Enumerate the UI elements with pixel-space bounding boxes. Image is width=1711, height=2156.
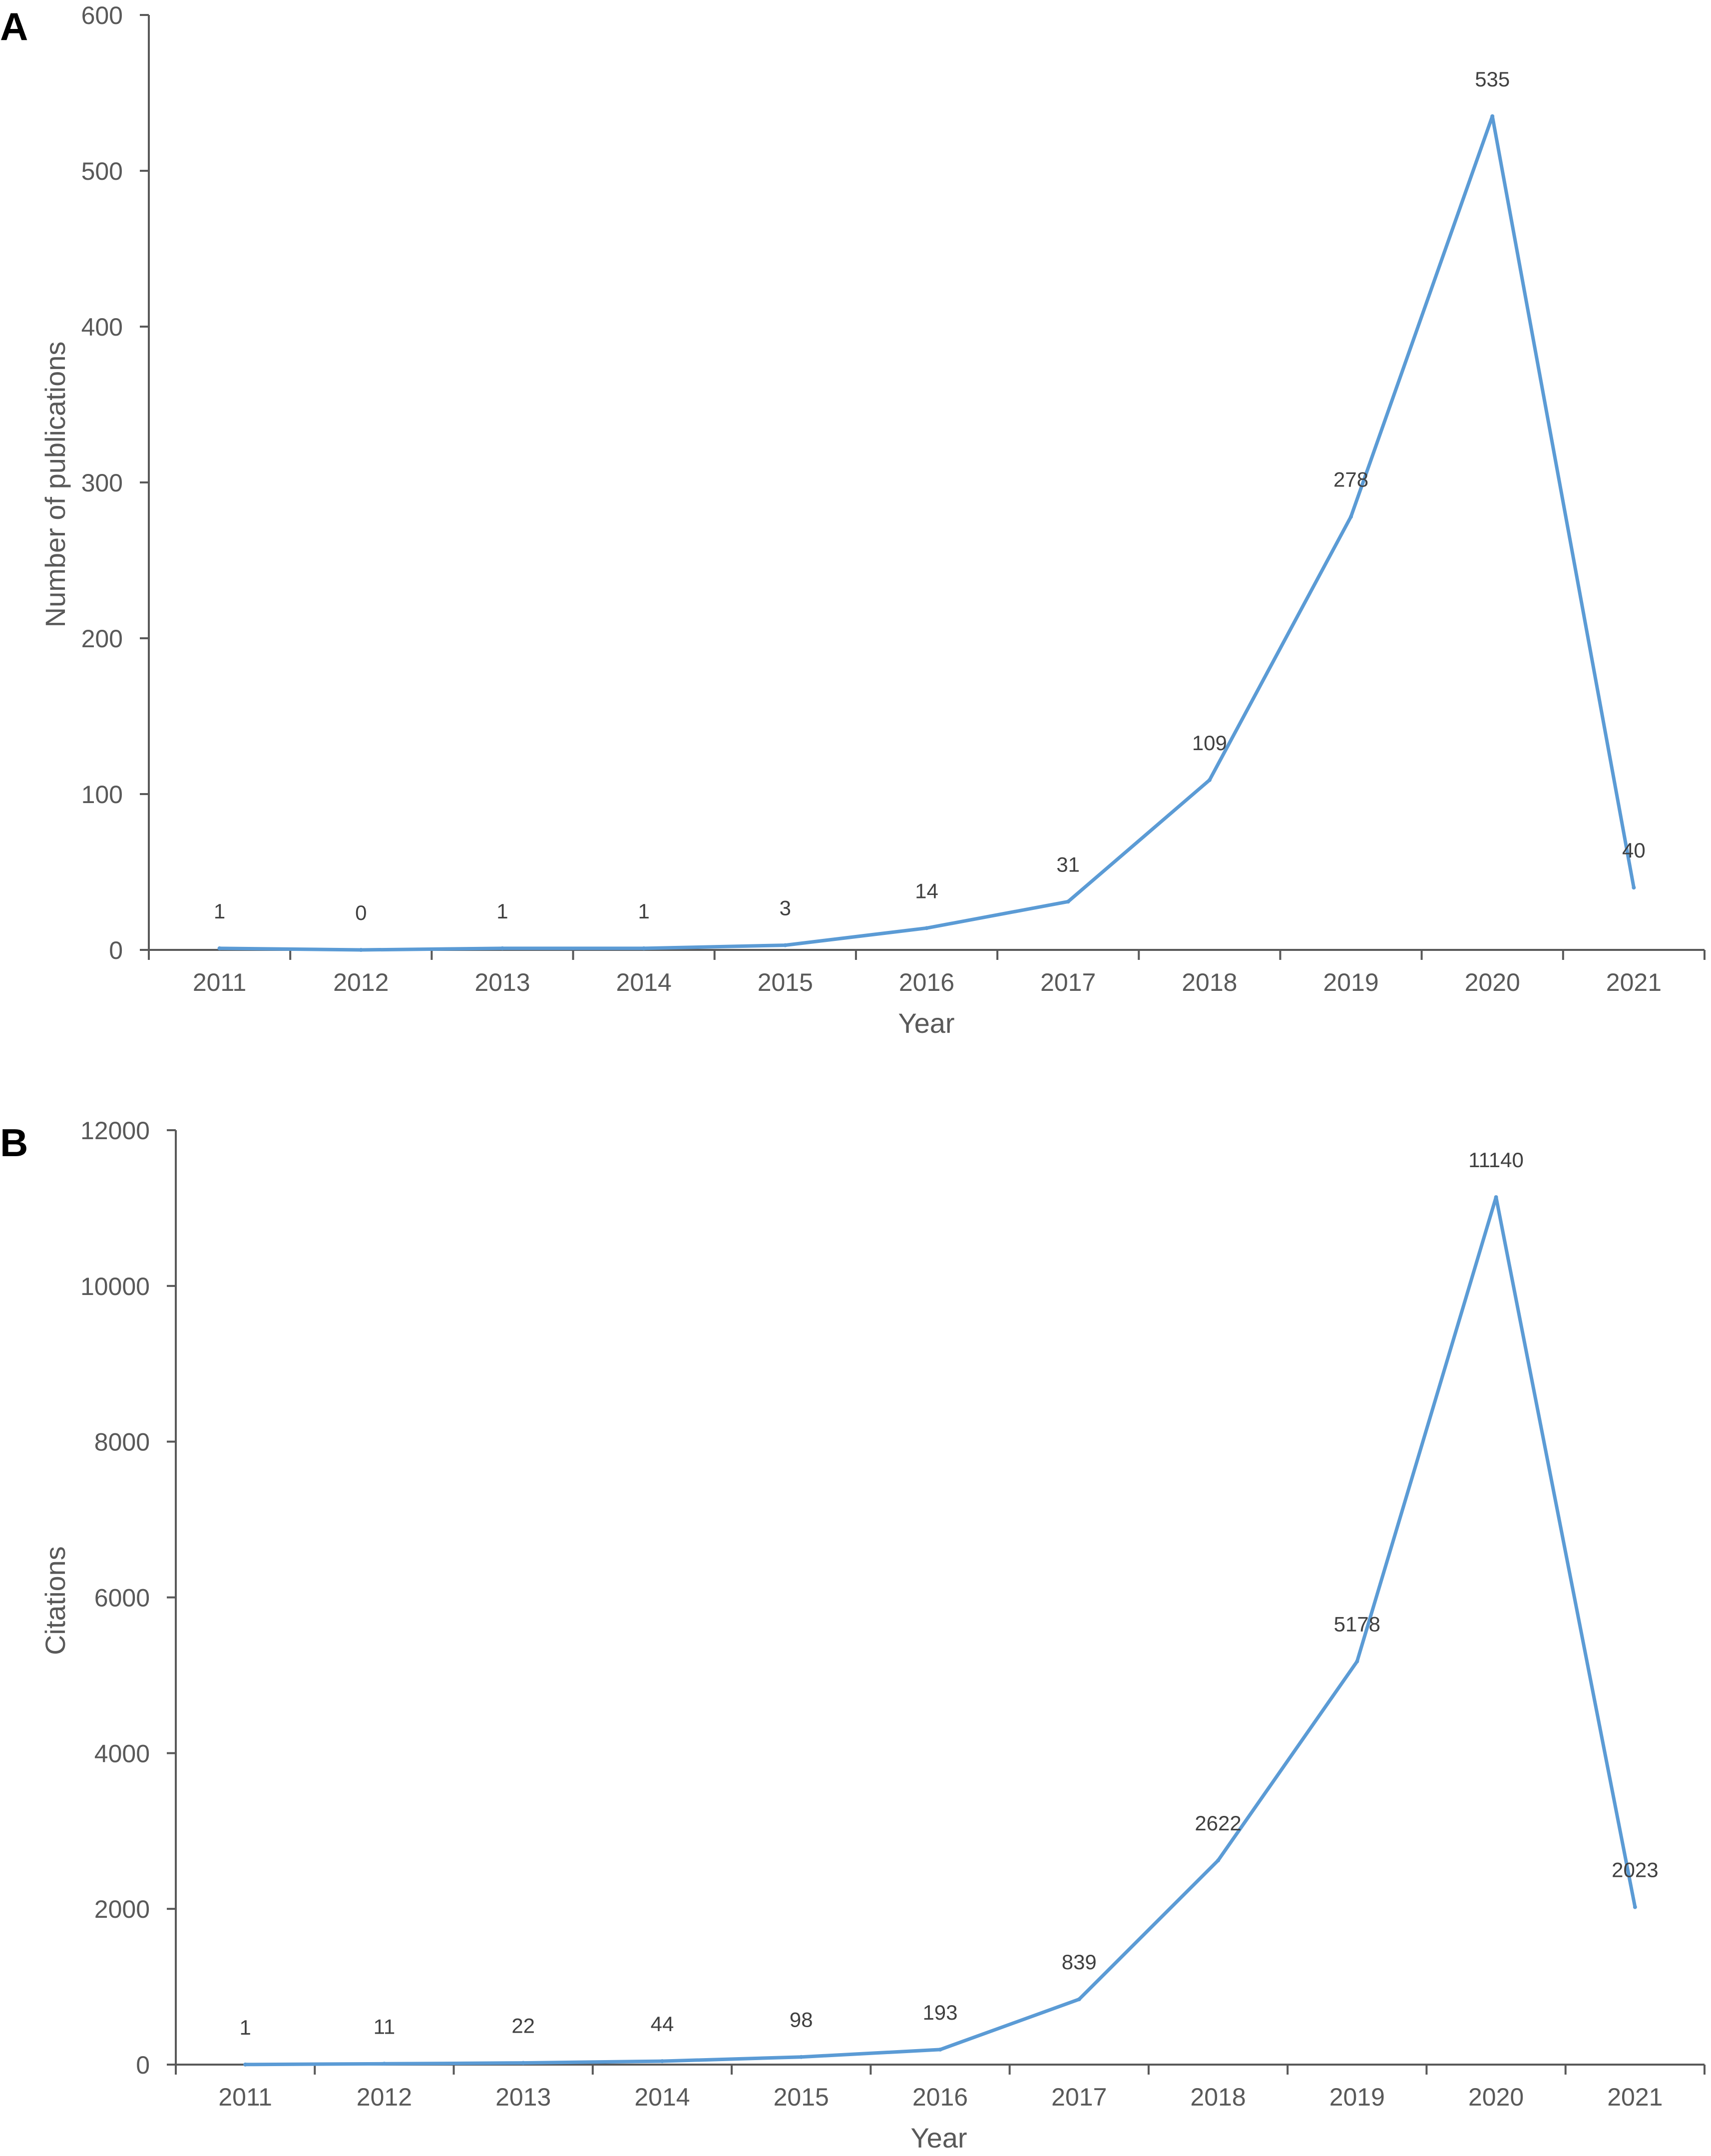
panel-a-data-point [359,948,363,952]
panel-a-x-tick-label: 2021 [1606,968,1662,996]
panel-b-x-tick-label: 2016 [912,2083,968,2111]
panel-b-data-label: 11140 [1468,1148,1524,1172]
panel-a-x-axis-title: Year [898,1007,954,1039]
panel-a-data-point [500,946,504,950]
panel-a-data-point [1632,885,1636,890]
panel-b-data-point [1494,1195,1498,1200]
panel-b-y-axis-title: Citations [39,1546,71,1655]
panel-a-x-tick-label: 2011 [193,968,247,996]
panel-a-x-tick-label: 2020 [1465,968,1520,996]
panel-b-x-tick-label: 2020 [1468,2083,1524,2111]
panel-b-data-point [1077,1997,1081,2002]
panel-b-data-point [521,2061,525,2065]
panel-b-data-label: 193 [922,2001,957,2024]
panel-a-data-point [217,946,222,950]
panel-a-data-label: 278 [1333,468,1368,491]
panel-b-data-label: 2622 [1195,1811,1241,1835]
panel-b-data-point [1633,1905,1637,1909]
panel-b-x-tick-label: 2018 [1190,2083,1246,2111]
panel-a-data-label: 1 [214,899,225,923]
panel-b-data-point [1355,1659,1359,1664]
panel-a-y-tick-label: 0 [109,936,123,964]
panel-b-x-axis-title: Year [910,2122,967,2154]
panel-a-data-label: 1 [496,899,508,923]
panel-a-data-label: 535 [1475,67,1510,91]
panel-a-y-tick-label: 400 [81,313,123,341]
panel-a-x-tick-label: 2017 [1040,968,1096,996]
panel-a-x-tick-label: 2014 [616,968,672,996]
panel-b-x-tick-label: 2019 [1329,2083,1385,2111]
panel-b-chart: B Year Citations 0 2000 4000 6000 8000 10000 1… [0,1117,1706,2154]
panel-a-x-tick-label: 2013 [474,968,530,996]
panel-a-letter: A [0,4,28,48]
panel-a-chart: A Year Number of publications 0 100 200 300… [0,1,1706,1039]
panel-a-data-point [924,926,929,930]
panel-b-x-tick-label: 2021 [1607,2083,1663,2111]
panel-b-y-tick-label: 2000 [94,1895,150,1923]
panel-b-data-point [1216,1858,1221,1863]
panel-b-y-tick-label: 4000 [94,1739,150,1767]
panel-a-data-point [642,946,646,950]
panel-a-x-tick-label: 2015 [758,968,813,996]
panel-b-data-label: 2023 [1612,1858,1658,1882]
panel-a-data-label: 109 [1192,731,1227,755]
panel-a-y-tick-label: 600 [81,1,123,29]
panel-a-x-tick-label: 2016 [899,968,954,996]
panel-a-data-label: 40 [1622,839,1646,862]
panel-b-data-label: 839 [1062,1950,1097,1974]
panel-b-data-point [938,2047,942,2052]
panel-b-data-label: 44 [651,2012,674,2036]
panel-a-series-line [218,114,1636,952]
panel-a-data-point [1207,778,1212,782]
panel-a-data-label: 0 [355,901,367,924]
panel-b-data-label: 11 [374,2015,396,2038]
panel-a-data-point [1349,514,1353,519]
panel-b-y-tick-label: 0 [136,2051,150,2079]
panel-b-letter: B [0,1121,28,1165]
panel-a-data-point [1066,899,1070,904]
panel-b-data-label: 98 [790,2008,813,2032]
panel-b-data-point [243,2062,248,2067]
panel-a-x-tick-label: 2018 [1182,968,1237,996]
panel-a-data-label: 1 [638,899,649,923]
panel-a-y-axis-title: Number of publications [39,342,71,628]
panel-a-data-label: 3 [780,896,791,920]
panel-b-series-line [243,1195,1637,2067]
panel-a-data-point [1490,114,1495,118]
panel-b-data-point [799,2055,804,2059]
panel-b-x-tick-label: 2013 [495,2083,551,2111]
panel-a-y-tick-label: 100 [81,781,123,809]
panel-a-y-tick-label: 500 [81,157,123,185]
panel-a-y-tick-label: 300 [81,469,123,497]
panel-b-x-tick-label: 2015 [774,2083,829,2111]
panel-b-y-tick-label: 8000 [94,1428,150,1456]
panel-b-data-label: 1 [239,2016,251,2039]
panel-a-x-tick-label: 2012 [333,968,389,996]
panel-b-x-tick-label: 2017 [1051,2083,1107,2111]
panel-b-data-label: 5178 [1334,1613,1380,1636]
panel-b-data-point [660,2059,664,2064]
panel-a-y-tick-label: 200 [81,625,123,653]
panel-b-data-point [382,2062,387,2066]
panel-a-data-label: 14 [915,879,938,902]
panel-b-y-tick-label: 10000 [80,1273,150,1300]
panel-b-y-tick-label: 6000 [94,1584,150,1612]
panel-b-x-tick-label: 2012 [357,2083,412,2111]
panel-b-x-tick-label: 2011 [218,2083,272,2111]
panel-b-data-label: 22 [511,2014,535,2038]
panel-a-data-label: 31 [1056,853,1080,876]
panel-b-x-tick-label: 2014 [634,2083,690,2111]
panel-a-data-point [783,943,788,947]
panel-b-y-tick-label: 12000 [80,1117,150,1145]
panel-a-x-tick-label: 2019 [1323,968,1378,996]
